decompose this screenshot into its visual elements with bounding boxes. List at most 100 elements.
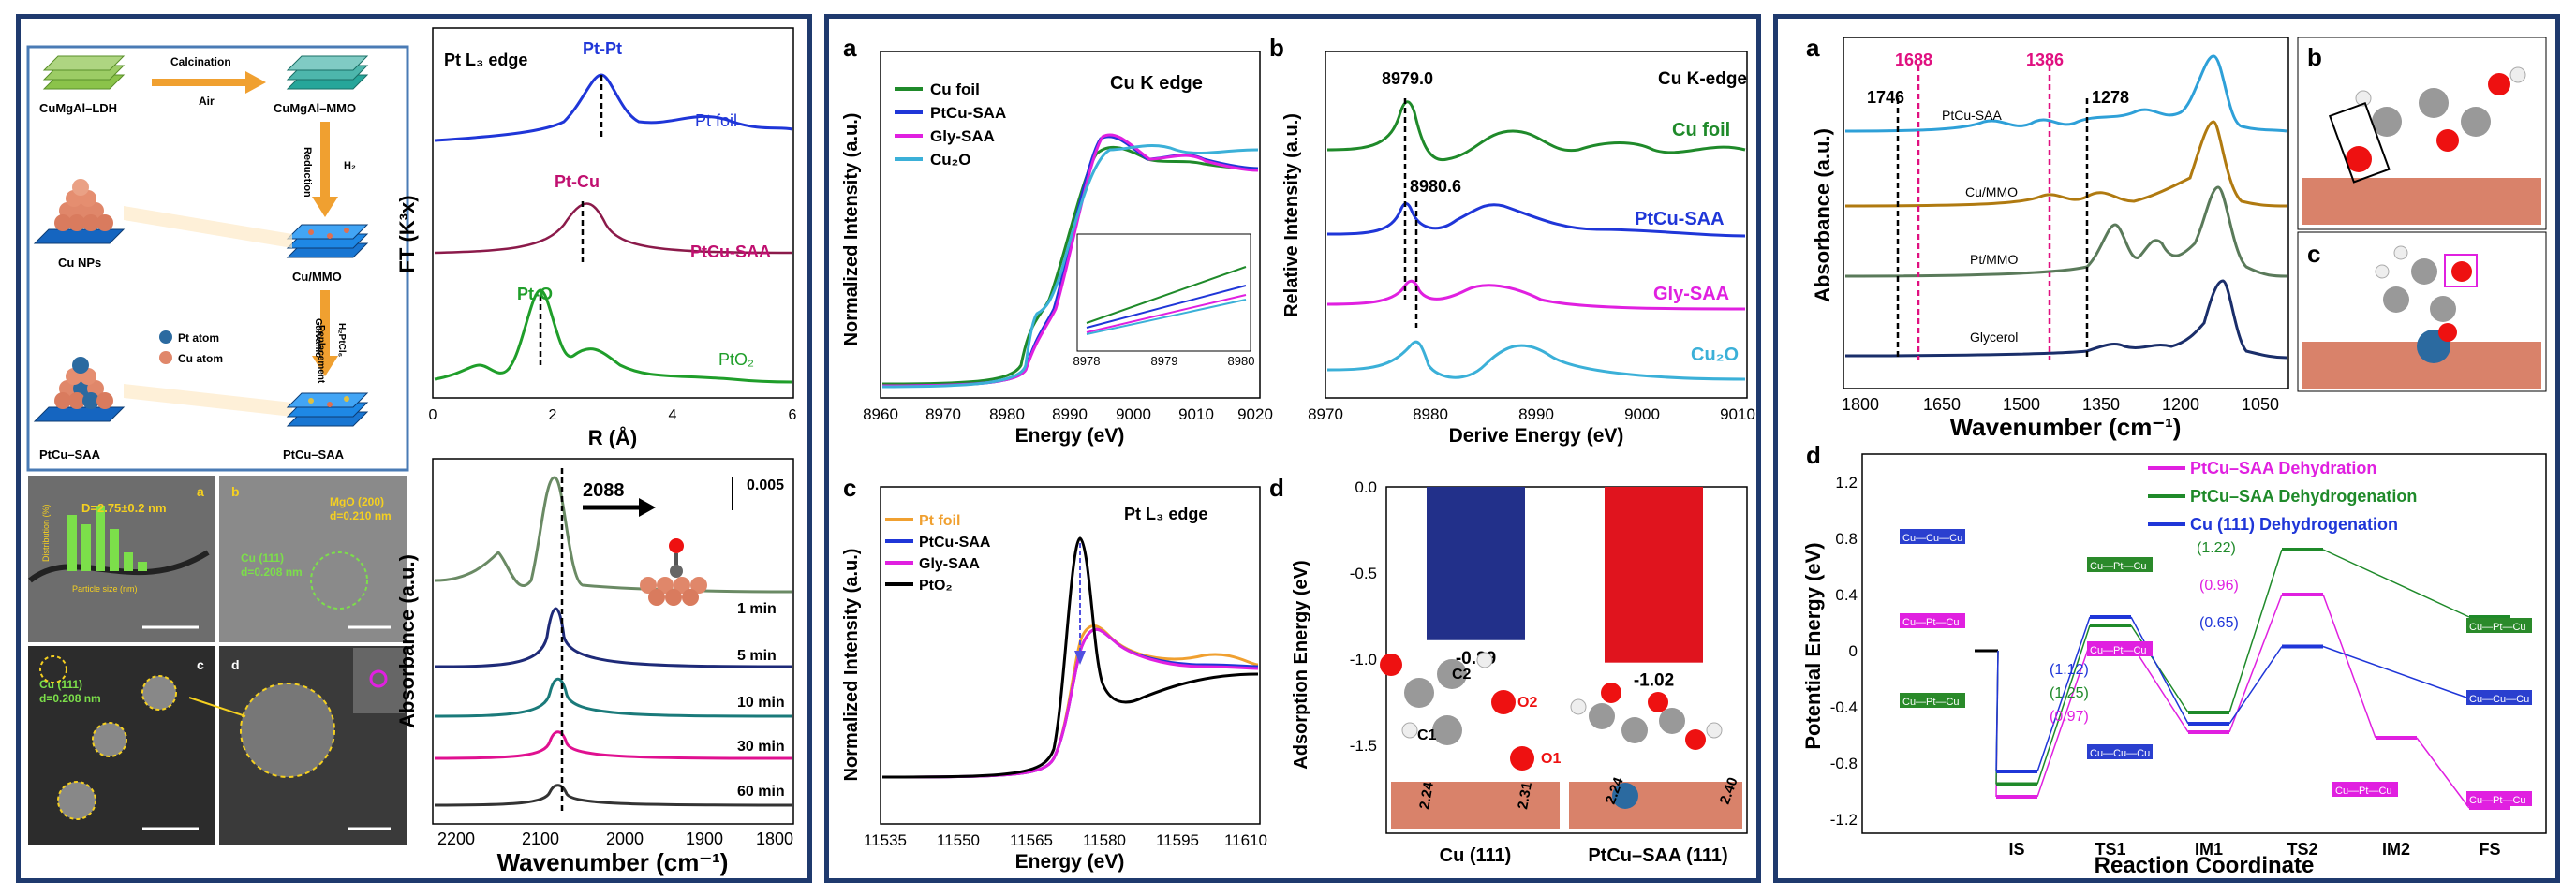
tem-c-cu-d: d=0.208 nm	[39, 692, 101, 705]
svg-text:1200: 1200	[2162, 395, 2199, 414]
ptcu-saa-left-label: PtCu–SAA	[39, 448, 101, 462]
ftir-pt-mmo-curve	[1844, 185, 2287, 278]
svg-text:(0.65): (0.65)	[2199, 615, 2239, 631]
tem-c-cu: Cu (111)	[39, 678, 82, 691]
drifts-10min-curve	[434, 677, 793, 718]
tem-image-d: d	[188, 646, 407, 845]
exafs-title: Pt L₃ edge	[444, 51, 527, 69]
drifts-xtick-3: 1900	[686, 830, 723, 848]
tem-a-ylabel: Distribution (%)	[41, 504, 51, 562]
co-on-cu-icon	[640, 538, 707, 606]
svg-text:8990: 8990	[1518, 405, 1554, 423]
drifts-scale: 0.005	[747, 477, 784, 493]
svg-text:8979.0: 8979.0	[1382, 69, 1433, 88]
svg-text:Cu₂O: Cu₂O	[930, 151, 970, 169]
ftir-ptcu-curve	[1844, 54, 2287, 133]
ptcu-saa-stack-icon	[286, 392, 369, 427]
svg-text:8990: 8990	[1052, 405, 1088, 423]
glycerol-on-ptcu-illustration: 2.24 2.40	[1569, 683, 1742, 829]
air-label: Air	[199, 95, 215, 108]
ptcu-saa-right-label: PtCu–SAA	[283, 448, 345, 462]
svg-text:O2: O2	[1517, 695, 1537, 711]
tem-image-c: Cu (111) d=0.208 nm c	[28, 646, 215, 845]
dft-model-c: c	[2297, 231, 2547, 392]
svg-text:Cu—Pt—Cu: Cu—Pt—Cu	[2469, 795, 2526, 806]
tem-a-size: D=2.75±0.2 nm	[81, 501, 167, 515]
tem-c-letter: c	[197, 657, 204, 672]
energy-ytick: 0	[1849, 642, 1858, 660]
svg-text:1350: 1350	[2082, 395, 2120, 414]
pt-atom-icon	[159, 330, 172, 344]
exafs-saa-label: PtCu-SAA	[690, 242, 771, 261]
svg-text:1278: 1278	[2092, 88, 2129, 107]
energy-xtick: IM1	[2195, 840, 2223, 859]
energy-xtick: FS	[2479, 840, 2500, 859]
tem-a-xlabel: Particle size (nm)	[72, 584, 138, 594]
energy-connector	[2322, 549, 2470, 618]
exafs-xtick-2: 4	[669, 407, 677, 423]
svg-text:9020: 9020	[1237, 405, 1273, 423]
exafs-xtick-1: 2	[549, 407, 557, 423]
ftir-cu-mmo-curve	[1844, 120, 2287, 208]
galvanic-label-2: Replacement	[316, 325, 326, 384]
svg-text:2.31: 2.31	[1515, 781, 1535, 811]
svg-text:9010: 9010	[1178, 405, 1214, 423]
xanes-pt-plot: c Normalized Intensity (a.u.) Pt L₃ edge…	[841, 474, 1267, 873]
ptcu-saa-cluster-icon	[33, 357, 126, 422]
svg-text:8970: 8970	[925, 405, 961, 423]
svg-text:8960: 8960	[863, 405, 898, 423]
svg-text:(1.22): (1.22)	[2197, 540, 2236, 556]
svg-text:C1: C1	[1417, 727, 1437, 743]
svg-text:PtO₂: PtO₂	[919, 578, 953, 594]
energy-connector	[2228, 594, 2283, 733]
svg-text:Absorbance (a.u.): Absorbance (a.u.)	[1811, 128, 1834, 302]
drifts-time-1: 5 min	[737, 648, 777, 664]
adsorption-bar	[1605, 487, 1703, 663]
energy-profile-plot: d Potential Energy (eV) 1.2 0.8 0.4 0 -0.4 -0…	[1801, 441, 2547, 878]
svg-text:1800: 1800	[1842, 395, 1879, 414]
exafs-ptcu-label: Pt-Cu	[555, 172, 600, 191]
exafs-plot: Pt L₃ edge FT (K³x) Pt-Pt Pt-Cu Pt-O Pt …	[395, 27, 797, 449]
xanes-derivative-plot: b Relative Intensity (a.u.) Cu K-edge 89…	[1269, 34, 1755, 447]
tem-image-a: D=2.75±0.2 nm Particle size (nm) Distrib…	[28, 476, 215, 642]
tem-a-letter: a	[197, 484, 204, 499]
svg-text:Cu—Cu—Cu: Cu—Cu—Cu	[1902, 533, 1962, 544]
svg-text:Cu K edge: Cu K edge	[1110, 73, 1203, 94]
svg-text:8980: 8980	[1413, 405, 1448, 423]
figure-2-svg: a Normalized Intensity (a.u.) Cu K edge …	[841, 34, 1755, 873]
energy-connector	[2322, 645, 2470, 699]
svg-text:Wavenumber (cm⁻¹): Wavenumber (cm⁻¹)	[1950, 413, 2182, 441]
svg-text:PtCu-SAA: PtCu-SAA	[1635, 209, 1725, 229]
cu-atom-icon	[159, 351, 172, 364]
drifts-xlabel: Wavenumber (cm⁻¹)	[497, 848, 729, 876]
svg-text:a: a	[1806, 34, 1820, 62]
glycerol-on-cu-illustration: C2 C1 O2 O1 2.24 2.31	[1380, 652, 1561, 829]
svg-text:PtCu–SAA Dehydration: PtCu–SAA Dehydration	[2190, 459, 2376, 477]
svg-text:Cu foil: Cu foil	[930, 81, 980, 98]
figure-3-panel: a Absorbance (a.u.) 1746 1688 1386 1278 …	[1773, 14, 2560, 883]
drifts-xtick-4: 1800	[756, 830, 793, 848]
svg-text:9010: 9010	[1720, 405, 1755, 423]
h2-label: H₂	[344, 160, 356, 171]
svg-text:8980.6: 8980.6	[1410, 177, 1461, 196]
tem-b-cu: Cu (111)	[241, 551, 284, 565]
drifts-plot: Absorbance (a.u.) 2088 0.005 1 min 5 min…	[395, 458, 794, 876]
energy-connector	[2036, 643, 2091, 798]
svg-text:1386: 1386	[2026, 51, 2064, 69]
energy-ytick: -0.4	[1830, 698, 1858, 716]
cu-atom-label: Cu atom	[178, 352, 223, 365]
svg-text:8980: 8980	[1228, 354, 1255, 368]
drifts-1min-curve	[434, 476, 793, 594]
figure-3-svg: a Absorbance (a.u.) 1746 1688 1386 1278 …	[1801, 34, 2547, 878]
svg-text:Normalized Intensity (a.u.): Normalized Intensity (a.u.)	[841, 549, 862, 782]
svg-text:Energy (eV): Energy (eV)	[1015, 425, 1125, 447]
svg-text:Cu—Pt—Cu: Cu—Pt—Cu	[2335, 786, 2392, 797]
svg-text:8978: 8978	[1073, 354, 1101, 368]
svg-text:0.0: 0.0	[1355, 478, 1377, 496]
exafs-pto2-curve	[434, 288, 793, 384]
energy-connector	[2228, 549, 2283, 713]
energy-xtick: IS	[2008, 840, 2024, 859]
svg-text:11610: 11610	[1224, 831, 1267, 849]
svg-text:PtCu-SAA: PtCu-SAA	[919, 535, 991, 551]
exafs-ptpt-label: Pt-Pt	[583, 39, 622, 58]
